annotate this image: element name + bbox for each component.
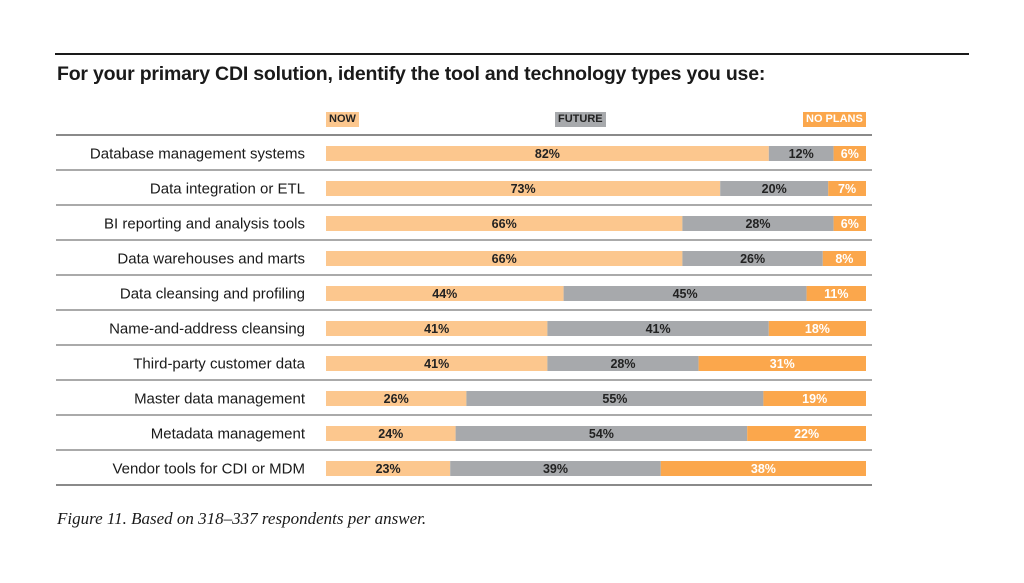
data-label: 45% bbox=[673, 287, 698, 301]
category-label: Name-and-address cleansing bbox=[109, 321, 305, 338]
data-label: 41% bbox=[646, 322, 671, 336]
data-label: 20% bbox=[762, 182, 787, 196]
category-label: Third-party customer data bbox=[133, 356, 305, 373]
bar-segment-now bbox=[326, 461, 451, 476]
legend-item-now: NOW bbox=[326, 112, 359, 127]
bar-segment-future bbox=[547, 356, 699, 371]
data-label: 19% bbox=[802, 392, 827, 406]
data-label: 66% bbox=[492, 252, 517, 266]
bar-segment-future bbox=[450, 461, 661, 476]
data-label: 8% bbox=[835, 252, 853, 266]
data-label: 54% bbox=[589, 427, 614, 441]
bar-segment-now bbox=[326, 426, 456, 441]
category-label: Data cleansing and profiling bbox=[120, 286, 305, 303]
bar-segment-now bbox=[326, 321, 548, 336]
bar-segment-future bbox=[682, 216, 834, 231]
data-label: 38% bbox=[751, 462, 776, 476]
category-label: BI reporting and analysis tools bbox=[104, 216, 305, 233]
data-label: 23% bbox=[376, 462, 401, 476]
data-label: 28% bbox=[610, 357, 635, 371]
legend-item-no-plans: NO PLANS bbox=[803, 112, 866, 127]
category-label: Data warehouses and marts bbox=[117, 251, 305, 268]
data-label: 18% bbox=[805, 322, 830, 336]
category-label: Master data management bbox=[134, 391, 306, 408]
bar-segment-future bbox=[466, 391, 764, 406]
category-label: Database management systems bbox=[90, 146, 305, 163]
top-rule bbox=[55, 53, 969, 55]
bar-segment-now bbox=[326, 356, 548, 371]
bar-segment-no-plans bbox=[822, 251, 866, 266]
data-label: 24% bbox=[378, 427, 403, 441]
bar-segment-no-plans bbox=[806, 286, 866, 301]
bar-segment-now bbox=[326, 216, 683, 231]
data-label: 44% bbox=[432, 287, 457, 301]
bar-segment-now bbox=[326, 251, 683, 266]
data-label: 82% bbox=[535, 147, 560, 161]
bar-segment-no-plans bbox=[747, 426, 866, 441]
chart-title: For your primary CDI solution, identify … bbox=[57, 63, 766, 85]
data-label: 6% bbox=[841, 217, 859, 231]
bar-segment-no-plans bbox=[828, 181, 866, 196]
bar-segment-future bbox=[682, 251, 823, 266]
data-label: 26% bbox=[384, 392, 409, 406]
data-label: 31% bbox=[770, 357, 795, 371]
data-label: 6% bbox=[841, 147, 859, 161]
category-label: Data integration or ETL bbox=[150, 181, 305, 198]
bar-segment-no-plans bbox=[698, 356, 866, 371]
category-label: Vendor tools for CDI or MDM bbox=[112, 461, 305, 478]
data-label: 26% bbox=[740, 252, 765, 266]
data-label: 73% bbox=[511, 182, 536, 196]
data-label: 66% bbox=[492, 217, 517, 231]
legend-item-future: FUTURE bbox=[555, 112, 606, 127]
data-label: 55% bbox=[602, 392, 627, 406]
data-label: 11% bbox=[824, 287, 848, 301]
data-label: 39% bbox=[543, 462, 568, 476]
data-label: 41% bbox=[424, 357, 449, 371]
data-label: 22% bbox=[794, 427, 819, 441]
bar-segment-now bbox=[326, 146, 769, 161]
bar-segment-no-plans bbox=[763, 391, 866, 406]
bar-segment-now bbox=[326, 181, 721, 196]
bar-segment-no-plans bbox=[660, 461, 866, 476]
bar-segment-no-plans bbox=[833, 216, 866, 231]
bar-segment-future bbox=[768, 146, 834, 161]
bar-segment-now bbox=[326, 391, 467, 406]
data-label: 41% bbox=[424, 322, 449, 336]
bar-segment-future bbox=[455, 426, 748, 441]
bar-segment-future bbox=[563, 286, 807, 301]
figure-caption: Figure 11. Based on 318–337 respondents … bbox=[57, 509, 427, 528]
bar-segment-no-plans bbox=[833, 146, 866, 161]
category-label: Metadata management bbox=[151, 426, 306, 443]
bar-segment-no-plans bbox=[768, 321, 866, 336]
data-label: 12% bbox=[789, 147, 814, 161]
data-label: 28% bbox=[745, 217, 770, 231]
bar-segment-now bbox=[326, 286, 564, 301]
data-label: 7% bbox=[838, 182, 856, 196]
bar-segment-future bbox=[547, 321, 769, 336]
bar-segment-future bbox=[720, 181, 829, 196]
